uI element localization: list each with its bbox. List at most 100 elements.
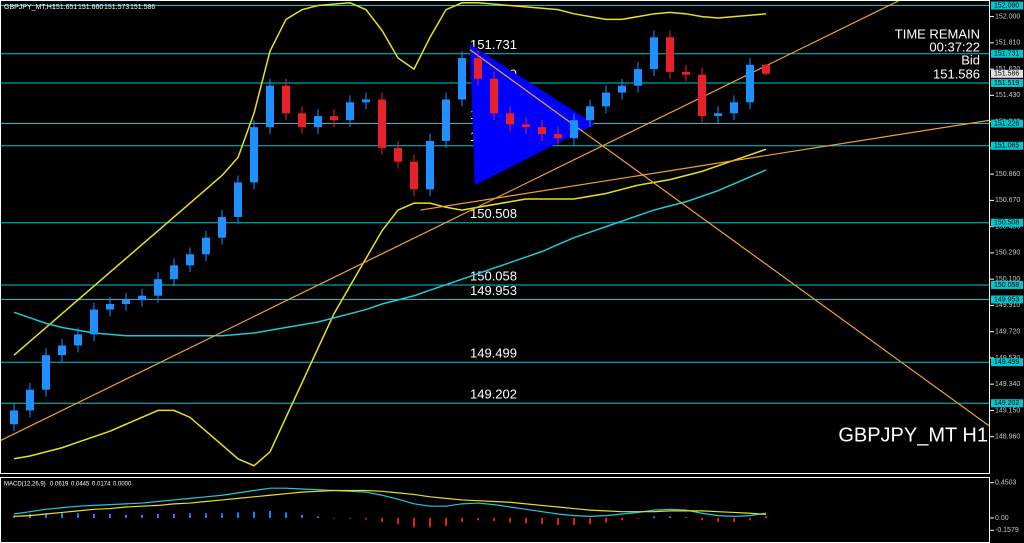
y-tick-label: 150.670 [995, 197, 1020, 204]
macd-bar [749, 517, 751, 521]
bid-label: Bid [961, 52, 980, 67]
macd-bar [77, 513, 79, 518]
level-box-label: 151.731 [994, 51, 1019, 58]
y-tick-label: 149.910 [995, 302, 1020, 309]
candle-body [10, 410, 18, 425]
macd-bar [237, 512, 239, 518]
time-remain-label: TIME REMAIN [895, 26, 980, 41]
level-box [991, 295, 1023, 304]
candle-body [378, 99, 386, 148]
candle-body [202, 237, 210, 255]
macd-bar [333, 517, 335, 519]
header-open: 151.651 [52, 4, 77, 11]
candle-body [154, 279, 162, 296]
macd-bar [589, 517, 591, 525]
macd-bar [205, 513, 207, 518]
candle-body [122, 299, 130, 305]
y-tick-label: 150.480 [995, 223, 1020, 230]
macd-value: 0.0619 [50, 482, 69, 488]
candle-body [330, 116, 338, 121]
macd-bar [125, 514, 127, 518]
candle-body [410, 161, 418, 190]
macd-tick-label: -0.1579 [995, 527, 1019, 534]
candle-body [362, 99, 370, 103]
macd-bar [285, 512, 287, 518]
macd-bar [621, 517, 623, 521]
indicator-line [13, 2, 767, 356]
candle-body [106, 304, 114, 310]
macd-bar [509, 517, 511, 523]
candle-body [314, 116, 322, 128]
macd-bar [189, 513, 191, 518]
macd-bar [461, 517, 463, 522]
candle-body [650, 37, 658, 70]
macd-bar [605, 517, 607, 523]
candle-body [506, 113, 514, 125]
y-tick-label: 150.860 [995, 171, 1020, 178]
candle-body [682, 71, 690, 75]
macd-bar [221, 513, 223, 518]
macd-bar [637, 517, 639, 519]
macd-bar [477, 517, 479, 521]
macd-value: 0.0445 [71, 482, 90, 488]
macd-bar [157, 514, 159, 518]
candle-body [394, 147, 402, 162]
level-label: 152.080 [470, 0, 517, 4]
level-box-label: 149.499 [994, 359, 1019, 366]
symbol: GBPJPY_MT,H1 [4, 4, 56, 11]
macd-tick-label: 0.4503 [995, 480, 1017, 487]
time-remain: TIME REMAIN 00:37:22 Bid 151.586 [895, 26, 980, 81]
candle-body [266, 85, 274, 128]
candle-body [282, 85, 290, 114]
level-box-label: 152.080 [994, 2, 1019, 9]
y-tick-label: 150.100 [995, 276, 1020, 283]
macd-bar [61, 513, 63, 518]
macd-bar [13, 515, 15, 518]
candle-body [586, 106, 594, 121]
macd-bar [765, 516, 767, 518]
candle-body [74, 334, 82, 346]
header: GBPJPY_MT,H1 151.651 151.660 151.573 151… [4, 4, 155, 11]
macd-bar [541, 517, 543, 525]
candle-body [298, 113, 306, 128]
macd-bar [573, 517, 575, 525]
candle-body [346, 102, 354, 121]
y-tick-label: 149.720 [995, 329, 1020, 336]
macd-bar [397, 517, 399, 525]
candle-body [714, 113, 722, 117]
y-tick-label: 152.000 [995, 13, 1020, 20]
candle-body [458, 58, 466, 100]
macd-bar [173, 514, 175, 518]
level-label: 149.202 [470, 387, 517, 402]
macd-bar [445, 517, 447, 526]
trendline [469, 49, 990, 428]
level-box-label: 151.226 [994, 120, 1019, 127]
macd-bar [301, 514, 303, 518]
y-tick-label: 149.340 [995, 381, 1020, 388]
macd-tick-label: 0.00 [995, 515, 1009, 522]
bid-value: 151.586 [933, 66, 980, 81]
header-low: 151.573 [104, 4, 129, 11]
candle-body [138, 295, 146, 300]
candle-body [234, 182, 242, 217]
candle-body [186, 254, 194, 266]
time-remain-value: 00:37:22 [929, 39, 980, 54]
level-label: 150.508 [470, 206, 517, 221]
candle-body [90, 309, 98, 335]
price-frame [0, 0, 990, 474]
macd-value: 0.0000 [113, 482, 132, 488]
candle-body [698, 74, 706, 117]
candle-body [42, 355, 50, 390]
level-box [991, 1, 1023, 10]
macd-header: MACD(12,26,9) 0.0619 0.0445 0.0174 0.000… [4, 482, 132, 488]
y-tick-label: 151.620 [995, 66, 1020, 73]
macd-bar [717, 517, 719, 522]
level-label: 150.058 [470, 268, 517, 283]
trendline [420, 119, 990, 211]
macd-bar [525, 517, 527, 524]
level-box [991, 119, 1023, 128]
candle-body [554, 134, 562, 139]
level-box [991, 280, 1023, 289]
macd-bar [349, 517, 351, 519]
